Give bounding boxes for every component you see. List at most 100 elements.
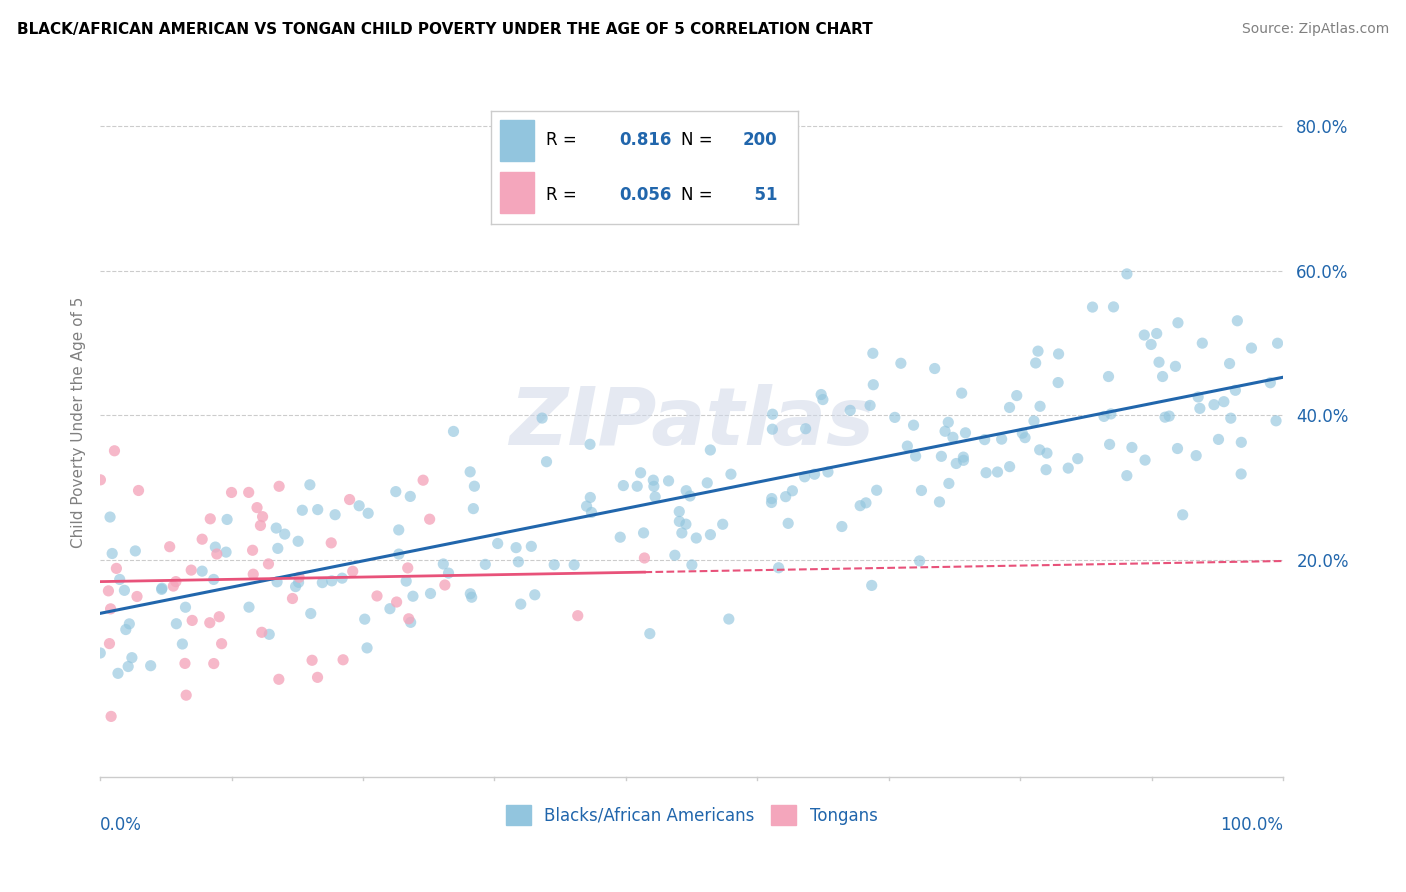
Point [1102, 300, 1125, 314]
Point [1026, 344, 1049, 359]
Point [910, 483, 932, 498]
Point [1187, 390, 1209, 404]
Point [562, 558, 585, 572]
Point [97, 583, 120, 598]
Point [1098, 437, 1121, 451]
Point [675, 483, 697, 498]
Point [402, 589, 425, 603]
Point [761, 495, 783, 509]
Point [174, 600, 197, 615]
Point [347, 499, 370, 513]
Point [626, 479, 648, 493]
Point [399, 615, 422, 630]
Point [98, 637, 121, 651]
Point [955, 425, 977, 440]
Point [202, 657, 225, 671]
Point [103, 443, 125, 458]
Point [291, 503, 314, 517]
Point [567, 608, 589, 623]
Point [205, 547, 228, 561]
Point [664, 548, 686, 562]
Point [896, 439, 918, 453]
Point [950, 386, 973, 401]
Point [191, 532, 214, 546]
Point [323, 508, 346, 522]
Point [398, 612, 420, 626]
Point [1171, 508, 1194, 522]
Point [1011, 426, 1033, 441]
Point [200, 512, 222, 526]
Point [1167, 316, 1189, 330]
Point [793, 470, 815, 484]
Point [342, 564, 364, 578]
Point [778, 516, 800, 531]
Point [385, 484, 408, 499]
Point [1166, 442, 1188, 456]
Point [831, 519, 853, 533]
Point [1164, 359, 1187, 374]
Point [121, 650, 143, 665]
Point [890, 356, 912, 370]
Point [643, 473, 665, 487]
Point [330, 571, 353, 585]
Point [761, 407, 783, 421]
Point [671, 525, 693, 540]
Point [1225, 384, 1247, 398]
Point [1092, 409, 1115, 424]
Point [287, 534, 309, 549]
Point [630, 466, 652, 480]
Point [1036, 446, 1059, 460]
Point [202, 573, 225, 587]
Point [531, 411, 554, 425]
Point [249, 518, 271, 533]
Point [1265, 414, 1288, 428]
Point [433, 578, 456, 592]
Point [1219, 357, 1241, 371]
Text: BLACK/AFRICAN AMERICAN VS TONGAN CHILD POVERTY UNDER THE AGE OF 5 CORRELATION CH: BLACK/AFRICAN AMERICAN VS TONGAN CHILD P… [17, 22, 873, 37]
Point [1005, 388, 1028, 402]
Point [432, 557, 454, 571]
Point [388, 547, 411, 561]
Point [458, 465, 481, 479]
Point [269, 479, 291, 493]
Point [307, 670, 329, 684]
Point [412, 473, 434, 487]
Point [274, 527, 297, 541]
Point [301, 653, 323, 667]
Point [998, 401, 1021, 415]
Point [761, 422, 783, 436]
Point [612, 478, 634, 492]
Point [463, 501, 485, 516]
Point [990, 432, 1012, 446]
Point [768, 560, 790, 574]
Point [174, 688, 197, 702]
Point [221, 485, 243, 500]
Point [321, 536, 343, 550]
Point [180, 563, 202, 577]
Point [839, 403, 862, 417]
Point [204, 540, 226, 554]
Text: 0.0%: 0.0% [100, 815, 142, 833]
Point [681, 558, 703, 572]
Point [1047, 347, 1070, 361]
Point [1014, 431, 1036, 445]
Point [339, 492, 361, 507]
Point [1212, 394, 1234, 409]
Point [98, 510, 121, 524]
Point [855, 496, 877, 510]
Point [284, 580, 307, 594]
Point [575, 499, 598, 513]
Point [125, 590, 148, 604]
Point [536, 455, 558, 469]
Point [860, 578, 883, 592]
Point [101, 547, 124, 561]
Point [1133, 328, 1156, 343]
Point [1230, 467, 1253, 481]
Point [1140, 337, 1163, 351]
Point [1035, 463, 1057, 477]
Point [866, 483, 889, 498]
Point [108, 573, 131, 587]
Point [696, 475, 718, 490]
Point [332, 653, 354, 667]
Point [267, 541, 290, 556]
